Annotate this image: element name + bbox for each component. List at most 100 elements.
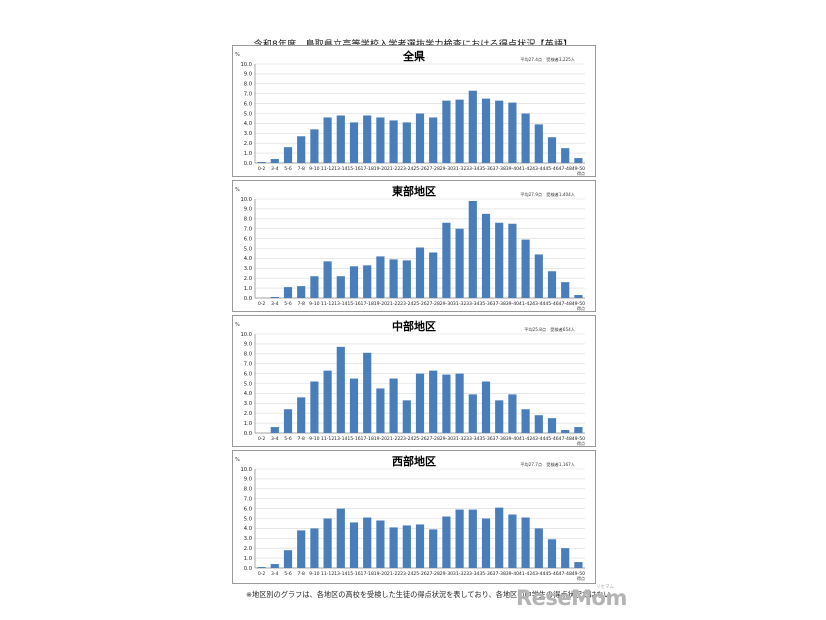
- bar: [429, 117, 438, 163]
- bar: [376, 388, 385, 433]
- bar: [534, 528, 543, 568]
- bar: [336, 115, 345, 163]
- x-tick-label: 21-22: [387, 301, 400, 307]
- chart-panel-zenken: 全県 平均27.4点 受検者3,225人% 0.0 1.0 2.0 3.0 4.0 5.0 6.…: [232, 45, 596, 177]
- x-tick-label: 27-28: [427, 166, 440, 172]
- y-tick-label: 10.0: [240, 197, 252, 203]
- y-tick-label: 2.0: [244, 546, 252, 552]
- bar: [323, 261, 332, 298]
- y-tick-label: 5.0: [244, 111, 252, 117]
- bar: [561, 148, 570, 163]
- bar: [521, 517, 530, 568]
- y-tick-label: 9.0: [244, 72, 252, 78]
- y-tick-label: 6.0: [244, 371, 252, 377]
- bar: [429, 252, 438, 298]
- bar: [336, 276, 345, 298]
- y-tick-label: 7.0: [244, 227, 252, 233]
- bar: [574, 562, 583, 568]
- x-tick-label: 45-46: [545, 436, 558, 442]
- bar: [415, 373, 425, 433]
- x-tick-label: 35-36: [479, 571, 492, 577]
- bar: [455, 99, 464, 163]
- x-tick-label: 41-42: [519, 166, 532, 172]
- bar: [508, 102, 517, 163]
- x-tick-label: 5-6: [284, 436, 292, 442]
- chart-stats: 平均27.4点 受検者3,225人: [520, 56, 576, 63]
- x-tick-label: 13-14: [334, 436, 347, 442]
- y-tick-label: 2.0: [244, 411, 252, 417]
- bar: [270, 297, 279, 298]
- bar: [442, 100, 451, 163]
- x-tick-label: 11-12: [321, 571, 334, 577]
- y-tick-label: 5.0: [244, 246, 252, 252]
- x-tick-label: 23-24: [400, 301, 413, 307]
- x-tick-label: 41-42: [519, 436, 532, 442]
- bar: [323, 117, 332, 163]
- x-tick-label: 15-16: [347, 571, 360, 577]
- x-tick-label: 3-4: [271, 571, 279, 577]
- x-tick-label: 0-2: [258, 166, 266, 172]
- x-tick-label: 27-28: [427, 301, 440, 307]
- x-tick-label: 23-24: [400, 436, 413, 442]
- bar: [283, 550, 293, 568]
- x-tick-label: 37-38: [493, 436, 506, 442]
- x-tick-label: 29-30: [440, 166, 453, 172]
- chart-chubu: 中部地区 平均25.8点 受検者654人% 0.0 1.0 2.0 3.0 4.0 5.0 6.…: [235, 319, 585, 446]
- bar: [468, 394, 477, 433]
- x-tick-label: 31-32: [453, 436, 466, 442]
- bar: [349, 122, 359, 163]
- x-tick-label: 29-30: [440, 436, 453, 442]
- x-tick-label: 25-26: [413, 436, 426, 442]
- bar: [323, 370, 332, 433]
- x-tick-label: 13-14: [334, 301, 347, 307]
- y-tick-label: 6.0: [244, 101, 252, 107]
- y-tick-label: 2.0: [244, 276, 252, 282]
- x-tick-label: 39-40: [506, 436, 519, 442]
- x-tick-label: 35-36: [479, 301, 492, 307]
- x-tick-label: 41-42: [519, 571, 532, 577]
- x-tick-label: 49-50: [572, 166, 585, 172]
- bar: [495, 222, 504, 298]
- y-axis-label: %: [235, 187, 240, 193]
- y-tick-label: 6.0: [244, 236, 252, 242]
- bar: [481, 213, 491, 298]
- bar: [574, 427, 583, 433]
- bar: [257, 162, 266, 163]
- bar: [534, 415, 543, 433]
- y-tick-label: 3.0: [244, 401, 252, 407]
- y-tick-label: 6.0: [244, 506, 252, 512]
- bar: [415, 524, 425, 568]
- x-tick-label: 3-4: [271, 166, 279, 172]
- chart-panel-chubu: 中部地区 平均25.8点 受検者654人% 0.0 1.0 2.0 3.0 4.0 5.0 6.…: [232, 315, 596, 447]
- x-tick-label: 29-30: [440, 301, 453, 307]
- x-tick-label: 7-8: [297, 436, 305, 442]
- x-tick-label: 43-44: [532, 301, 545, 307]
- y-tick-label: 1.0: [244, 556, 252, 562]
- bar: [376, 117, 385, 163]
- bar: [283, 287, 293, 298]
- bar: [310, 276, 319, 298]
- bar: [468, 509, 477, 568]
- bar: [389, 527, 398, 568]
- bar: [481, 381, 491, 433]
- resemom-logo-kana: リセマム: [596, 585, 614, 590]
- bar: [561, 548, 570, 568]
- y-tick-label: 0.0: [244, 161, 252, 167]
- x-tick-label: 47-48: [559, 571, 572, 577]
- bar: [574, 295, 583, 298]
- x-tick-label: 47-48: [559, 436, 572, 442]
- y-tick-label: 8.0: [244, 82, 252, 88]
- chart-title: 全県: [402, 49, 425, 63]
- x-tick-label: 25-26: [413, 166, 426, 172]
- bar: [389, 378, 398, 433]
- y-tick-label: 0.0: [244, 296, 252, 302]
- x-tick-label: 21-22: [387, 571, 400, 577]
- bar: [429, 529, 438, 568]
- y-tick-label: 5.0: [244, 381, 252, 387]
- chart-stats: 平均25.8点 受検者654人: [524, 326, 576, 333]
- x-tick-label: 43-44: [532, 436, 545, 442]
- x-tick-label: 49-50: [572, 301, 585, 307]
- bar: [508, 394, 517, 433]
- x-tick-label: 17-18: [361, 436, 374, 442]
- x-tick-label: 39-40: [506, 571, 519, 577]
